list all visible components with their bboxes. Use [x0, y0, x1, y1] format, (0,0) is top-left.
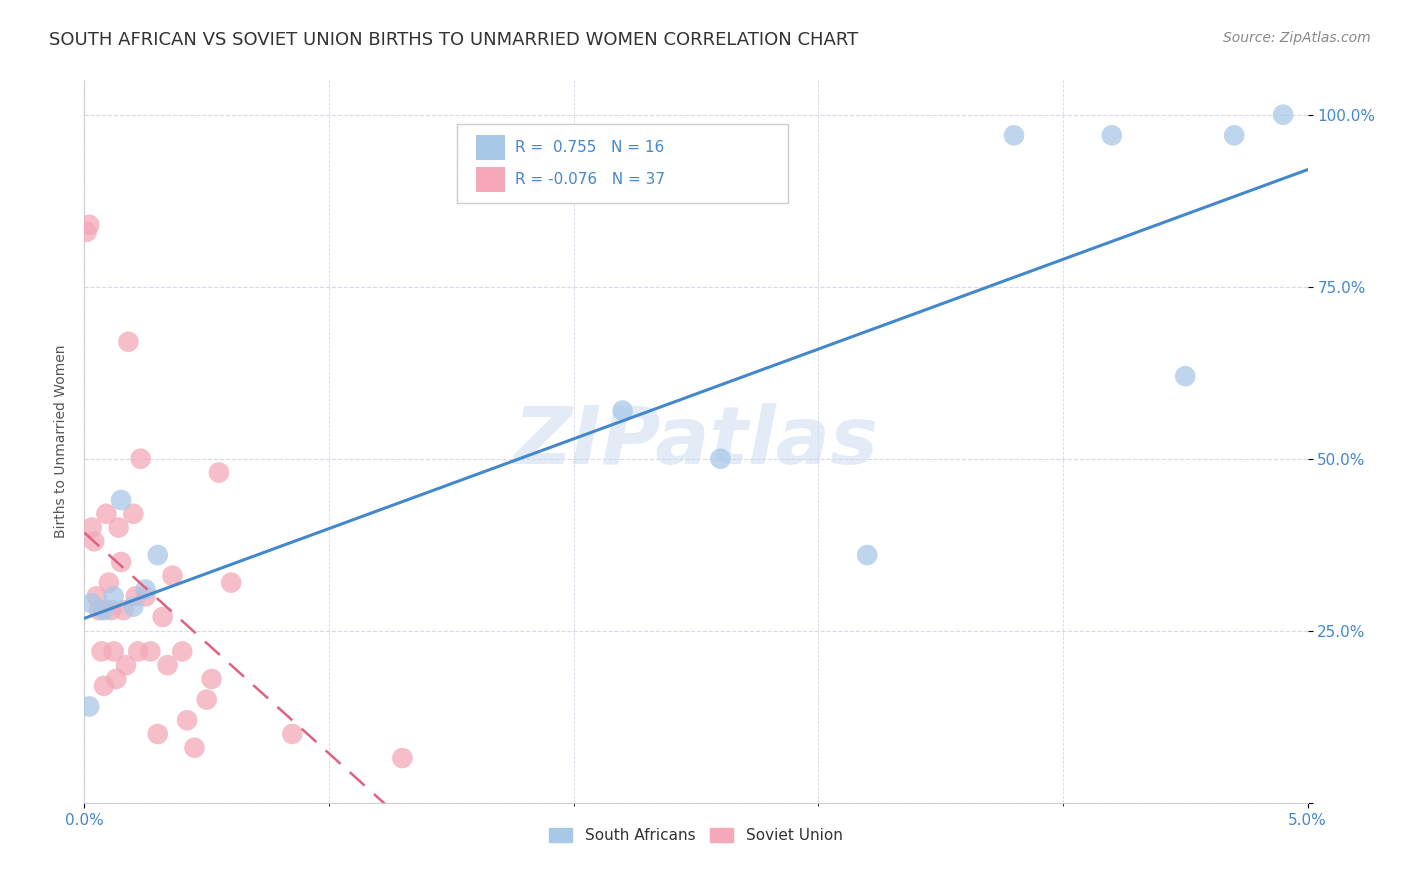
Point — [183, 740, 205, 755]
Point — [87, 603, 110, 617]
FancyBboxPatch shape — [475, 167, 505, 192]
Point — [1272, 108, 1295, 122]
Point — [77, 699, 100, 714]
Point — [115, 658, 138, 673]
Point — [162, 568, 184, 582]
Point — [122, 507, 145, 521]
Point — [105, 672, 128, 686]
Point — [176, 713, 198, 727]
Point — [96, 507, 118, 521]
Point — [93, 679, 115, 693]
Point — [97, 575, 120, 590]
Point — [391, 751, 413, 765]
Point — [200, 672, 222, 686]
Point — [83, 534, 105, 549]
Point — [76, 225, 98, 239]
Point — [110, 555, 132, 569]
Point — [90, 644, 112, 658]
Point — [1174, 369, 1197, 384]
Point — [135, 582, 157, 597]
Point — [1223, 128, 1246, 143]
Point — [152, 610, 174, 624]
Point — [156, 658, 179, 673]
Point — [135, 590, 157, 604]
Point — [80, 596, 103, 610]
Point — [112, 603, 135, 617]
Point — [77, 218, 100, 232]
Point — [1002, 128, 1025, 143]
Point — [103, 644, 125, 658]
Point — [612, 403, 634, 417]
Text: SOUTH AFRICAN VS SOVIET UNION BIRTHS TO UNMARRIED WOMEN CORRELATION CHART: SOUTH AFRICAN VS SOVIET UNION BIRTHS TO … — [49, 31, 859, 49]
Legend: South Africans, Soviet Union: South Africans, Soviet Union — [543, 822, 849, 849]
Point — [709, 451, 731, 466]
Point — [125, 590, 148, 604]
Point — [208, 466, 231, 480]
Point — [146, 727, 169, 741]
Point — [110, 493, 132, 508]
Point — [856, 548, 879, 562]
Point — [219, 575, 242, 590]
Point — [107, 520, 129, 534]
Point — [146, 548, 169, 562]
Point — [281, 727, 304, 741]
Point — [122, 599, 145, 614]
Point — [117, 334, 139, 349]
Text: R = -0.076   N = 37: R = -0.076 N = 37 — [515, 172, 665, 186]
Text: R =  0.755   N = 16: R = 0.755 N = 16 — [515, 140, 664, 155]
Point — [172, 644, 194, 658]
FancyBboxPatch shape — [457, 124, 787, 203]
Point — [103, 590, 125, 604]
Point — [1101, 128, 1123, 143]
Point — [93, 603, 115, 617]
Point — [129, 451, 152, 466]
Point — [127, 644, 149, 658]
Point — [100, 603, 122, 617]
Text: ZIPatlas: ZIPatlas — [513, 402, 879, 481]
Point — [139, 644, 162, 658]
Point — [80, 520, 103, 534]
FancyBboxPatch shape — [475, 135, 505, 161]
Text: Source: ZipAtlas.com: Source: ZipAtlas.com — [1223, 31, 1371, 45]
Point — [86, 590, 108, 604]
Point — [195, 692, 218, 706]
Y-axis label: Births to Unmarried Women: Births to Unmarried Women — [53, 345, 67, 538]
